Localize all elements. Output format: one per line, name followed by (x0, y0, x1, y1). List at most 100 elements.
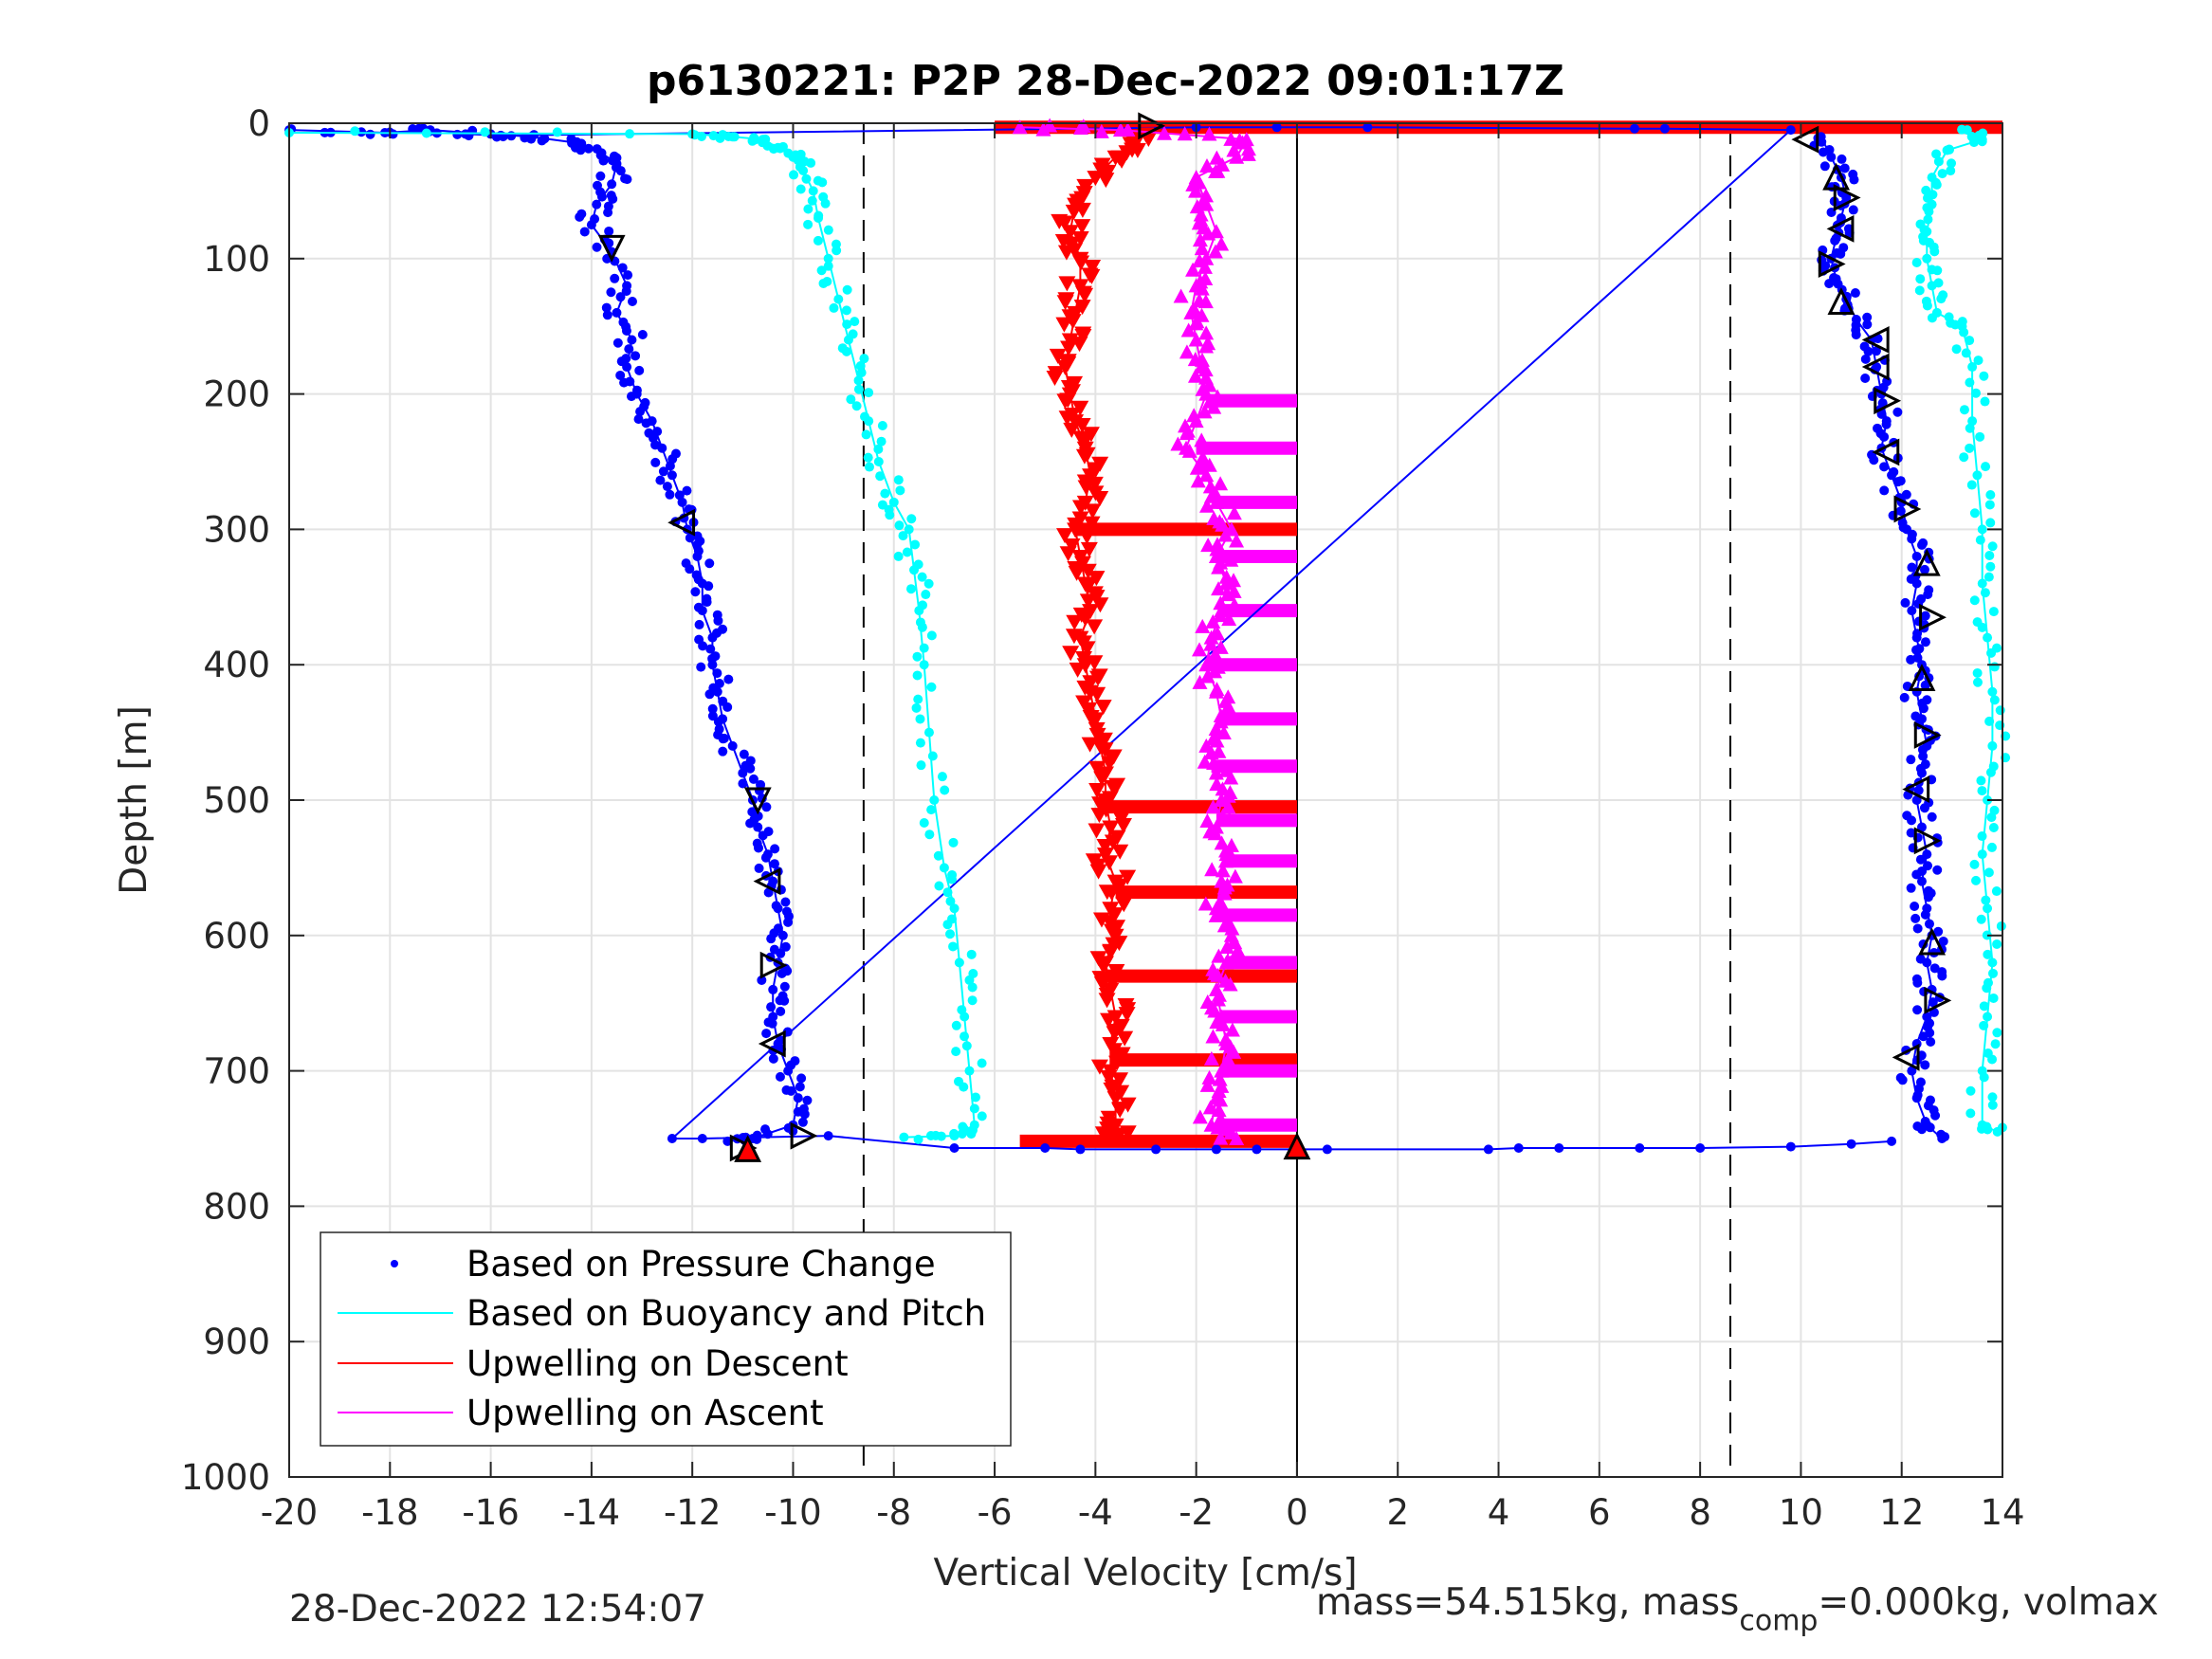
legend: Based on Pressure Change Based on Buoyan… (320, 1231, 1012, 1447)
descent-point (1118, 145, 1136, 161)
data-point (853, 375, 864, 386)
descent-point (1096, 742, 1114, 758)
data-point (851, 401, 862, 411)
data-point (634, 365, 645, 375)
ascent-point (1201, 1069, 1217, 1085)
data-point (904, 524, 914, 535)
ascent-point (1198, 467, 1215, 483)
data-point (1927, 281, 1937, 291)
data-point (704, 558, 715, 569)
y-tick-labels: 0 100 200 300 400 500 600 700 800 900 1000 (181, 103, 270, 1498)
ascent-point (1197, 404, 1213, 419)
data-point (1965, 336, 1975, 346)
ascent-point (1221, 811, 1237, 826)
data-point (1975, 431, 1985, 442)
chart-title: p6130221: P2P 28-Dec-2022 09:01:17Z (647, 57, 1564, 105)
data-point (1911, 645, 1922, 655)
data-point (802, 1095, 813, 1105)
data-point (1785, 1141, 1796, 1152)
ascent-point (1185, 262, 1201, 277)
data-point (1936, 294, 1947, 304)
data-point (1826, 152, 1837, 162)
data-point (951, 1020, 961, 1030)
x-tick-label: -14 (563, 1492, 620, 1533)
ascent-point (1214, 793, 1230, 807)
data-point (552, 127, 562, 137)
data-point (1916, 822, 1927, 832)
x-tick-label: -18 (361, 1492, 418, 1533)
data-point (620, 173, 631, 184)
data-point (758, 830, 768, 841)
ascent-point (1222, 976, 1238, 992)
data-point (1895, 506, 1906, 517)
data-point (959, 1082, 969, 1092)
data-point (1932, 265, 1943, 276)
data-point (604, 238, 614, 248)
data-point (770, 844, 780, 854)
data-point (1925, 1122, 1935, 1133)
data-point (766, 1002, 777, 1012)
data-point (1977, 622, 1987, 632)
data-point (919, 817, 929, 828)
data-point (780, 897, 791, 907)
data-point (1899, 692, 1910, 702)
y-tick-label: 300 (203, 509, 270, 550)
data-point (1659, 123, 1670, 134)
data-point (723, 674, 734, 684)
ascent-point (1224, 921, 1240, 936)
data-point (1830, 235, 1840, 246)
data-point (793, 1093, 803, 1103)
triangle-marker (743, 787, 772, 815)
ascent-point (1199, 668, 1216, 684)
data-point (1969, 137, 1980, 148)
ascent-point (1214, 236, 1230, 251)
data-point (777, 930, 788, 940)
data-point (690, 587, 701, 597)
footer-mass-info: mass=54.515kg, masscomp=0.000kg, volmax (1316, 1581, 2159, 1638)
descent-point (1046, 371, 1064, 387)
data-point (1984, 500, 1995, 510)
descent-point (1096, 838, 1114, 854)
data-point (964, 975, 975, 985)
data-point (665, 489, 675, 500)
ascent-point (1216, 725, 1232, 740)
data-point (631, 351, 641, 361)
x-tick-labels: -20 -18 -16 -14 -12 -10 -8 -6 -4 -2 0 2 4 6 8 10 12 14 (261, 1492, 2025, 1533)
data-point (842, 284, 852, 295)
descent-point (1073, 556, 1091, 572)
data-point (1901, 489, 1911, 500)
x-tick-label: -16 (462, 1492, 519, 1533)
descent-point (1067, 522, 1085, 538)
descent-point (1070, 337, 1088, 353)
descent-point (1066, 614, 1084, 630)
data-point (1959, 327, 1969, 337)
descent-point (1107, 964, 1125, 980)
data-point (615, 292, 626, 302)
data-point (601, 302, 612, 313)
descent-point (1108, 1055, 1126, 1071)
data-point (1985, 518, 1996, 528)
data-point (1913, 785, 1924, 795)
data-point (1986, 842, 1997, 852)
ascent-point (1203, 629, 1219, 645)
ascent-point (1177, 126, 1193, 141)
data-point (1879, 431, 1890, 442)
descent-point (1090, 808, 1108, 824)
ascent-point (1188, 413, 1204, 428)
data-point (1914, 285, 1925, 296)
data-point (967, 982, 978, 993)
ascent-point (1179, 344, 1195, 359)
data-point (1946, 166, 1956, 176)
data-point (677, 497, 687, 507)
data-point (806, 157, 816, 168)
data-point (842, 319, 852, 330)
data-point (1959, 452, 1969, 463)
data-point (704, 581, 714, 592)
data-point (1938, 936, 1948, 946)
data-point (1892, 407, 1903, 417)
data-point (1920, 637, 1930, 647)
data-point (966, 1129, 977, 1139)
data-point (814, 212, 824, 223)
data-point (921, 590, 931, 600)
data-point (745, 818, 756, 829)
